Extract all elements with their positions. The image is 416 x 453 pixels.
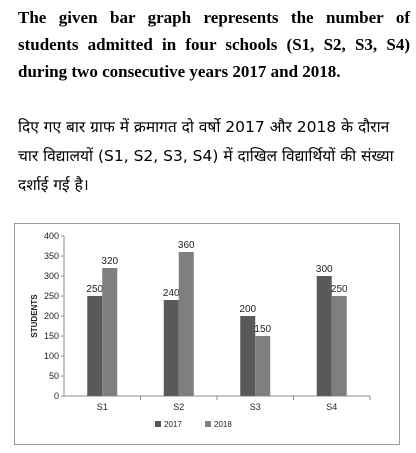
- bar-value-label-s4-2017: 300: [316, 264, 333, 275]
- y-tick-label: 300: [44, 271, 59, 281]
- x-category-label-s3: S3: [250, 402, 261, 412]
- question-hindi: दिए गए बार ग्राफ में क्रमागत दो वर्षो 20…: [18, 118, 394, 194]
- bar-s3-2017: [240, 316, 256, 396]
- bar-s3-2018: [255, 336, 271, 396]
- bar-s4-2017: [316, 276, 332, 396]
- y-tick-label: 100: [44, 351, 59, 361]
- legend-label-2018: 2018: [214, 420, 232, 429]
- bar-value-label-s4-2018: 250: [331, 284, 348, 295]
- legend-swatch-2018: [205, 421, 211, 427]
- y-tick-label: 200: [44, 311, 59, 321]
- y-tick-label: 50: [49, 371, 59, 381]
- y-tick-label: 0: [54, 391, 59, 401]
- bar-value-label-s3-2018: 150: [254, 324, 271, 335]
- x-category-label-s4: S4: [326, 402, 337, 412]
- bar-value-label-s1-2018: 320: [101, 256, 118, 267]
- bar-value-label-s3-2017: 200: [239, 304, 256, 315]
- bar-value-label-s2-2017: 240: [163, 288, 180, 299]
- y-tick-label: 350: [44, 251, 59, 261]
- legend-swatch-2017: [155, 421, 161, 427]
- bar-s1-2017: [87, 296, 103, 396]
- y-axis-title: STUDENTS: [30, 294, 39, 338]
- bar-value-label-s1-2017: 250: [86, 284, 103, 295]
- bar-value-label-s2-2018: 360: [178, 240, 195, 251]
- bar-s2-2018: [178, 252, 194, 396]
- bar-s1-2018: [102, 268, 118, 396]
- bar-s4-2018: [331, 296, 347, 396]
- chart-svg: 0 50 100 150 200 250 300 350 400 STUDENTS 250 320 S1…: [30, 231, 371, 429]
- question-english: The given bar graph represents the numbe…: [18, 8, 410, 81]
- bar-chart: 0 50 100 150 200 250 300 350 400 STUDENTS 250 320 S1…: [14, 223, 400, 445]
- bar-s2-2017: [163, 300, 179, 396]
- y-tick-label: 150: [44, 331, 59, 341]
- x-category-label-s2: S2: [173, 402, 184, 412]
- y-tick-label: 250: [44, 291, 59, 301]
- legend-label-2017: 2017: [164, 420, 182, 429]
- y-tick-label: 400: [44, 231, 59, 241]
- x-category-label-s1: S1: [97, 402, 108, 412]
